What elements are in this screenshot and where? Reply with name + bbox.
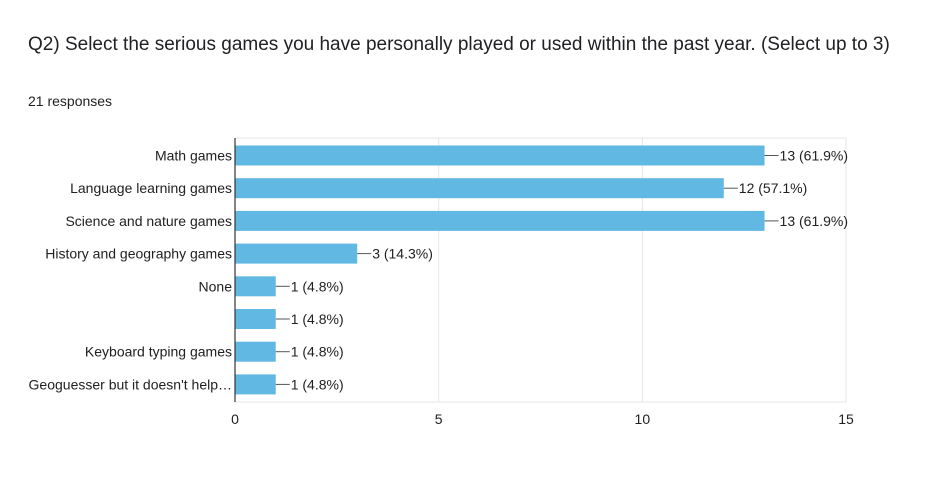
category-label: Geoguesser but it doesn't help… [29,376,232,392]
category-label: History and geography games [45,246,232,262]
data-label: 1 (4.8%) [291,376,344,392]
x-tick-label: 0 [231,411,239,427]
data-label: 13 (61.9%) [780,213,848,229]
bar [235,178,724,199]
plot-frame [234,137,847,403]
bar [235,276,276,297]
category-label: None [199,278,233,294]
bar [235,145,765,166]
category-label: Language learning games [70,180,232,196]
x-tick-label: 10 [635,411,651,427]
category-label: Science and nature games [65,213,232,229]
bar [235,210,765,231]
question-title: Q2) Select the serious games you have pe… [28,34,890,55]
bar [235,309,276,329]
bar [235,243,358,264]
x-tick-label: 15 [838,411,854,427]
bar [235,374,276,395]
response-count: 21 responses [28,93,113,109]
bar [235,341,276,362]
category-label: Math games [155,148,232,164]
data-label: 13 (61.9%) [780,148,848,164]
data-label: 3 (14.3%) [372,246,433,262]
category-label: Keyboard typing games [85,344,232,360]
data-label: 1 (4.8%) [291,311,344,327]
x-tick-label: 5 [435,411,443,427]
data-label: 1 (4.8%) [291,278,344,294]
data-label: 12 (57.1%) [739,180,807,196]
data-label: 1 (4.8%) [291,344,344,360]
